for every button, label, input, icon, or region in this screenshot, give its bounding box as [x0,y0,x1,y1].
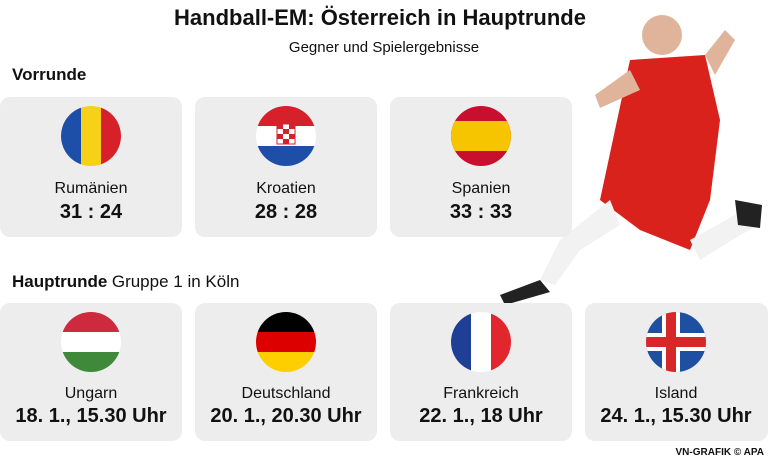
subtitle: Gegner und Spielergebnisse [289,39,479,56]
game-card [0,97,182,237]
flag [256,106,316,166]
score: 28 : 28 [255,201,317,223]
match-date: 20. 1., 20.30 Uhr [210,405,361,427]
flag [646,312,706,372]
team-name: Spanien [452,180,511,197]
game-card [390,97,572,237]
section-label: Vorrunde [12,65,86,84]
section-detail: Gruppe 1 in Köln [112,272,240,291]
flag [61,312,121,372]
team-name: Island [655,385,698,402]
team-name: Ungarn [65,385,117,402]
flag [451,106,511,166]
score: 31 : 24 [60,201,123,223]
game-card [195,97,377,237]
team-name: Kroatien [256,180,316,197]
game-card [585,303,768,441]
flag [61,106,121,166]
credit: VN-GRAFIK © APA [676,447,764,458]
team-name: Frankreich [443,385,519,402]
player-figure [500,15,762,305]
match-date: 18. 1., 15.30 Uhr [15,405,166,427]
match-date: 22. 1., 18 Uhr [419,405,543,427]
match-date: 24. 1., 15.30 Uhr [600,405,751,427]
section-title: Hauptrunde [12,272,107,291]
flag [451,312,511,372]
flag [256,312,316,372]
team-name: Rumänien [55,180,128,197]
team-name: Deutschland [242,385,331,402]
title: Handball-EM: Österreich in Hauptrunde [174,5,586,30]
section-label: Hauptrunde Gruppe 1 in Köln [12,272,239,291]
score: 33 : 33 [450,201,512,223]
